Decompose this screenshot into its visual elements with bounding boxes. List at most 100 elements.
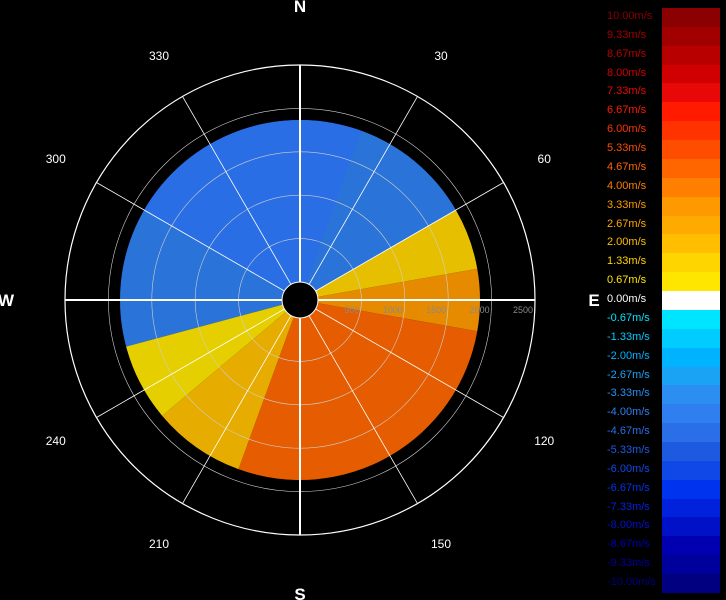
range-label-2500: 2500 [513,305,533,315]
legend-entry: 4.00m/s [604,177,722,197]
legend-swatch [662,291,720,311]
radar-ppi-plot: N E S W 30 60 120 150 210 240 300 330 500 1000 1500 200… [0,0,600,600]
legend-label: 5.33m/s [607,142,647,155]
legend-swatch [662,121,720,141]
range-label-1500: 1500 [426,305,446,315]
legend-swatch [662,102,720,122]
legend-swatch [662,140,720,160]
legend-label: -0.67m/s [607,311,650,324]
legend-entry: -0.67m/s [604,309,722,329]
legend-swatch [662,347,720,367]
legend-swatch [662,442,720,461]
legend-label: -5.33m/s [607,444,650,456]
cardinal-e: E [588,291,599,310]
legend-swatch [662,177,720,197]
legend-entry: 4.67m/s [604,158,722,178]
legend-label: -10.00m/s [607,576,656,589]
center-hole [281,281,319,319]
azimuth-label-210: 210 [149,537,169,551]
cardinal-n: N [294,0,306,16]
azimuth-label-330: 330 [149,49,169,63]
legend-entry: -8.67m/s [604,536,722,556]
legend-entry: 8.67m/s [604,45,722,65]
legend-entry: -2.67m/s [604,366,722,386]
legend-entry: 10.00m/s [604,8,722,27]
legend-entry: -1.33m/s [604,328,722,348]
legend-swatch [662,423,720,443]
legend-label: 3.33m/s [607,198,647,211]
legend-label: 1.33m/s [607,255,647,268]
legend-swatch [662,404,720,424]
spoke-30 [308,96,418,285]
legend-label: -7.33m/s [607,500,650,513]
legend-entry: -2.00m/s [604,347,722,367]
azimuth-label-300: 300 [46,152,66,166]
legend-label: 8.00m/s [607,66,647,79]
azimuth-label-150: 150 [431,537,451,551]
axis-labels: N E S W 30 60 120 150 210 240 300 330 500 1000 1500 200… [0,0,600,600]
azimuth-label-120: 120 [534,434,554,448]
legend-entry: 6.67m/s [604,102,722,122]
range-label-2000: 2000 [470,305,490,315]
azimuth-label-240: 240 [46,434,66,448]
legend-label: 2.00m/s [607,236,647,249]
spoke-240 [96,308,285,418]
legend-label: -8.00m/s [607,519,650,532]
legend-label: -9.33m/s [607,557,650,570]
legend-entry: 2.00m/s [604,234,722,254]
legend-entry: -4.67m/s [604,423,722,443]
legend-swatch [662,253,720,273]
legend-entry: -6.67m/s [604,479,722,499]
legend-label: 10.00m/s [607,10,653,22]
legend-label: 0.00m/s [607,293,647,306]
legend-label: 2.67m/s [607,217,647,230]
spoke-300 [96,182,285,292]
legend-entry: 9.33m/s [604,26,722,46]
legend-swatch [662,479,720,499]
legend-label: 4.67m/s [607,160,647,173]
velocity-color-legend: 10.00m/s 9.33m/s 8.67m/s 8.00m/s 7.33m/s 6.67… [604,8,722,594]
legend-label: -4.67m/s [607,425,650,438]
legend-entry: 0.00m/s [604,291,722,311]
legend-entry: 5.33m/s [604,140,722,160]
legend-label: 0.67m/s [607,274,647,287]
legend-label: 6.67m/s [607,104,647,117]
legend-swatch [662,309,720,329]
legend-label: -6.00m/s [607,462,650,475]
velocity-sector-4 [238,303,478,480]
cardinal-w: W [0,291,15,310]
legend-entry: 7.33m/s [604,83,722,103]
range-label-1000: 1000 [383,305,403,315]
legend-label: -3.33m/s [607,387,650,400]
legend-swatch [662,45,720,65]
legend-entry: -3.33m/s [604,385,722,405]
legend-entry: -6.00m/s [604,460,722,480]
legend-entry: 6.00m/s [604,121,722,141]
legend-swatch [662,158,720,178]
cardinal-s: S [294,585,305,600]
legend-swatch [662,196,720,216]
legend-entry: 8.00m/s [604,64,722,84]
legend-swatch [662,385,720,405]
legend-label: -4.00m/s [607,406,650,419]
legend-entry: -10.00m/s [604,574,722,594]
velocity-sector-1 [144,120,362,292]
legend-swatch [662,574,720,594]
legend-swatch [662,83,720,103]
legend-swatch [662,460,720,480]
legend-entry: 2.67m/s [604,215,722,235]
range-label-500: 500 [344,305,359,315]
legend-swatch [662,366,720,386]
velocity-sector-6 [126,304,287,416]
legend-label: 9.33m/s [607,28,647,41]
legend-entry: -7.33m/s [604,498,722,518]
legend-label: 7.33m/s [607,85,647,98]
spoke-150 [308,315,418,504]
spoke-120 [315,308,504,418]
legend-swatch [662,215,720,235]
azimuth-label-60: 60 [538,152,552,166]
legend-swatch [662,536,720,556]
legend-entry: -9.33m/s [604,555,722,575]
legend-entry: 3.33m/s [604,196,722,216]
legend-swatch [662,555,720,575]
